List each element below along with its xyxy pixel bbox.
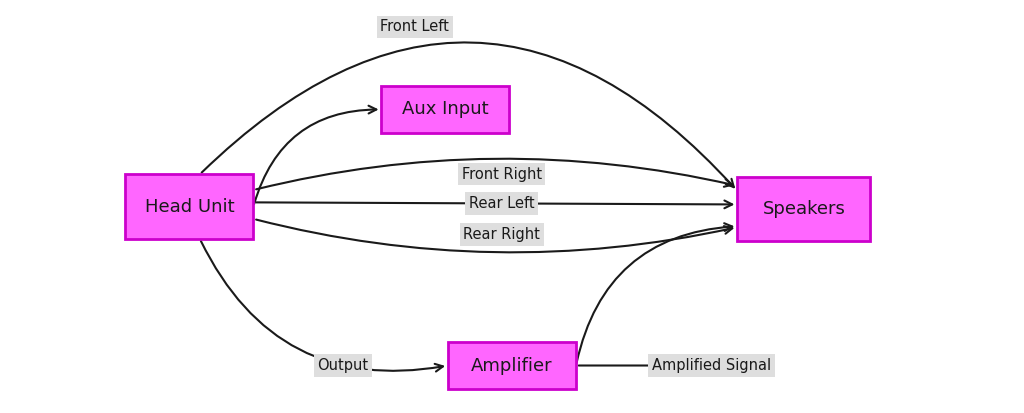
FancyBboxPatch shape bbox=[737, 177, 870, 240]
Text: Aux Input: Aux Input bbox=[402, 100, 488, 119]
Text: Amplified Signal: Amplified Signal bbox=[652, 358, 771, 373]
Text: Speakers: Speakers bbox=[763, 199, 845, 218]
Text: Head Unit: Head Unit bbox=[144, 197, 234, 216]
Text: Rear Left: Rear Left bbox=[469, 196, 535, 211]
Text: Amplifier: Amplifier bbox=[471, 356, 553, 375]
FancyBboxPatch shape bbox=[125, 174, 254, 238]
Text: Front Right: Front Right bbox=[462, 167, 542, 182]
Text: Front Left: Front Left bbox=[380, 19, 450, 34]
Text: Output: Output bbox=[317, 358, 369, 373]
Text: Rear Right: Rear Right bbox=[463, 227, 541, 242]
FancyBboxPatch shape bbox=[381, 85, 510, 133]
FancyBboxPatch shape bbox=[449, 342, 575, 389]
